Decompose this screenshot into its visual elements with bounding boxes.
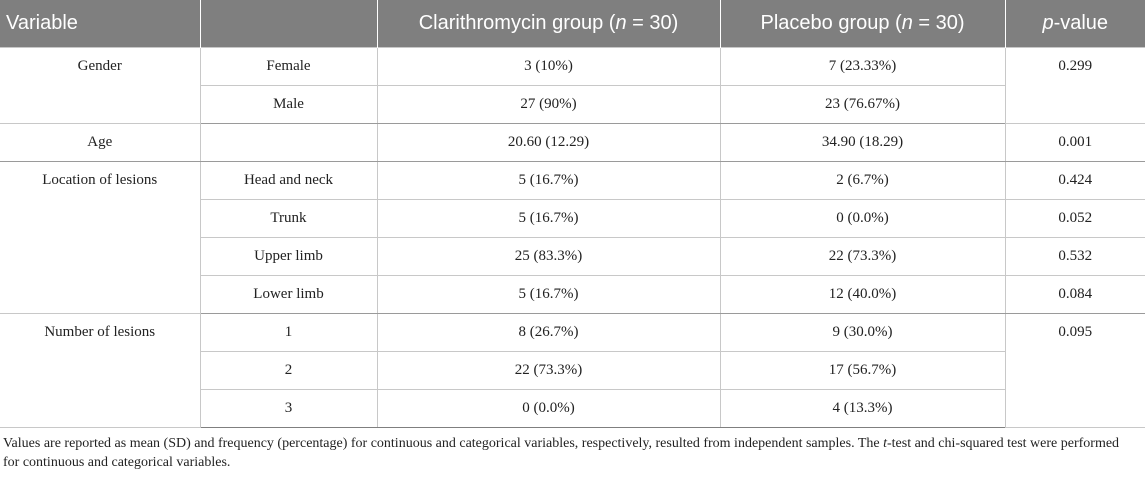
clar-female: 3 (10%) bbox=[376, 47, 721, 86]
clar-male: 27 (90%) bbox=[376, 85, 721, 124]
clar-head-neck: 5 (16.7%) bbox=[376, 161, 721, 200]
sub-one: 1 bbox=[199, 313, 378, 352]
header-variable: Variable bbox=[0, 0, 200, 48]
placebo-three: 4 (13.3%) bbox=[719, 389, 1005, 428]
placebo-age: 34.90 (18.29) bbox=[719, 123, 1006, 162]
sub-female: Female bbox=[199, 47, 378, 86]
table-footnote: Values are reported as mean (SD) and fre… bbox=[3, 436, 1120, 470]
clar-trunk: 5 (16.7%) bbox=[376, 199, 721, 238]
header-placebo-group: Placebo group (n = 30) bbox=[719, 0, 1005, 48]
clar-two: 22 (73.3%) bbox=[376, 351, 721, 390]
table-row: Upper limb 25 (83.3%) 22 (73.3%) 0.532 bbox=[0, 237, 1145, 276]
clar-one: 8 (26.7%) bbox=[376, 313, 721, 352]
placebo-male: 23 (76.67%) bbox=[719, 85, 1005, 124]
p-lower-limb: 0.084 bbox=[1004, 275, 1145, 314]
variable-gender: Gender bbox=[0, 47, 201, 124]
table-row: Male 27 (90%) 23 (76.67%) bbox=[0, 85, 1145, 124]
sub-male: Male bbox=[200, 85, 378, 124]
header-subcategory bbox=[199, 0, 377, 48]
table-row: Number of lesions 1 8 (26.7%) 9 (30.0%) … bbox=[0, 313, 1145, 428]
p-upper-limb: 0.532 bbox=[1004, 237, 1145, 276]
placebo-upper-limb: 22 (73.3%) bbox=[719, 237, 1006, 276]
header-p-value: p-value bbox=[1004, 0, 1145, 48]
table-row: 2 22 (73.3%) 17 (56.7%) bbox=[0, 351, 1145, 390]
table-row: Lower limb 5 (16.7%) 12 (40.0%) 0.084 bbox=[0, 275, 1145, 314]
header-row: Variable Clarithromycin group (n = 30) P… bbox=[0, 0, 1145, 48]
clar-upper-limb: 25 (83.3%) bbox=[376, 237, 721, 276]
demographics-table: Variable Clarithromycin group (n = 30) P… bbox=[0, 0, 1145, 428]
placebo-head-neck: 2 (6.7%) bbox=[719, 161, 1006, 200]
p-age: 0.001 bbox=[1004, 123, 1145, 162]
p-trunk: 0.052 bbox=[1004, 199, 1145, 238]
table-row: Trunk 5 (16.7%) 0 (0.0%) 0.052 bbox=[0, 199, 1145, 238]
placebo-trunk: 0 (0.0%) bbox=[719, 199, 1006, 238]
sub-lower-limb: Lower limb bbox=[200, 275, 378, 314]
sub-upper-limb: Upper limb bbox=[200, 237, 378, 276]
sub-head-neck: Head and neck bbox=[199, 161, 378, 200]
header-clarithromycin-group: Clarithromycin group (n = 30) bbox=[376, 0, 720, 48]
variable-age: Age bbox=[0, 123, 201, 162]
variable-number-of-lesions: Number of lesions bbox=[0, 313, 201, 428]
table-row: Gender Female 3 (10%) 7 (23.33%) 0.299 bbox=[0, 47, 1145, 124]
clar-age: 20.60 (12.29) bbox=[376, 123, 721, 162]
clar-three: 0 (0.0%) bbox=[376, 389, 721, 428]
clar-lower-limb: 5 (16.7%) bbox=[376, 275, 721, 314]
placebo-female: 7 (23.33%) bbox=[719, 47, 1006, 86]
table-row: Age 20.60 (12.29) 34.90 (18.29) 0.001 bbox=[0, 123, 1145, 162]
sub-two: 2 bbox=[200, 351, 378, 390]
placebo-two: 17 (56.7%) bbox=[719, 351, 1005, 390]
p-number-of-lesions: 0.095 bbox=[1004, 313, 1145, 428]
p-head-neck: 0.424 bbox=[1004, 161, 1145, 200]
p-gender: 0.299 bbox=[1004, 47, 1145, 124]
variable-location: Location of lesions bbox=[0, 161, 201, 314]
sub-three: 3 bbox=[200, 389, 378, 428]
table-row: 3 0 (0.0%) 4 (13.3%) bbox=[0, 389, 1145, 428]
placebo-lower-limb: 12 (40.0%) bbox=[719, 275, 1006, 314]
placebo-one: 9 (30.0%) bbox=[719, 313, 1006, 352]
sub-trunk: Trunk bbox=[200, 199, 378, 238]
sub-age bbox=[199, 123, 378, 162]
table-row: Location of lesions Head and neck 5 (16.… bbox=[0, 161, 1145, 314]
